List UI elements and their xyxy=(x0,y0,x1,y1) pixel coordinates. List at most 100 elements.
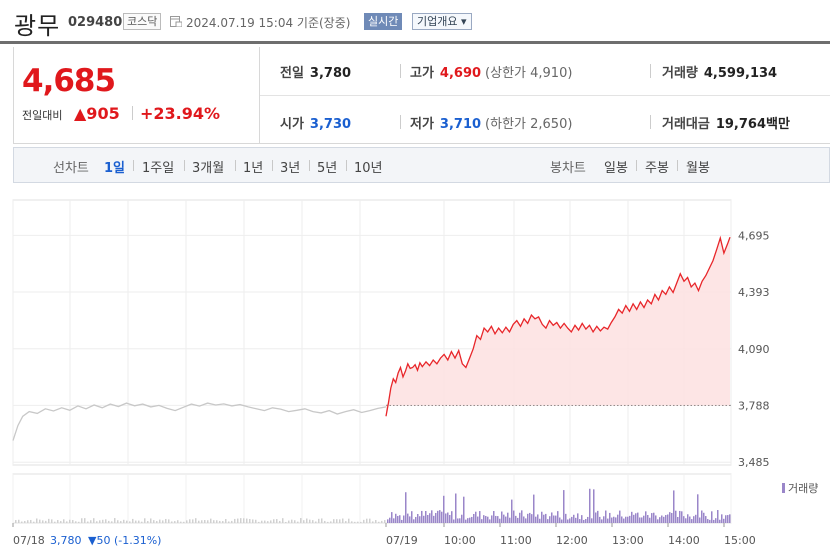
volume-bar xyxy=(717,510,719,523)
volume-bar xyxy=(273,519,275,523)
volume-bar xyxy=(657,519,659,523)
volume-bar xyxy=(24,521,26,523)
volume-bar xyxy=(30,519,32,523)
volume-bar xyxy=(421,510,423,523)
volume-bar xyxy=(395,513,397,523)
volume-bar xyxy=(213,520,215,523)
volume-bar xyxy=(237,518,239,523)
volume-bar xyxy=(393,518,395,523)
volume-bar xyxy=(186,520,188,523)
prev-day-line xyxy=(12,402,387,441)
volume-bar xyxy=(709,519,711,523)
volume-bar xyxy=(553,515,555,523)
volume-bar xyxy=(453,519,455,523)
volume-bar xyxy=(545,513,547,523)
volume-bar xyxy=(78,521,80,523)
volume-bar xyxy=(671,512,673,523)
volume-bar xyxy=(645,511,647,523)
volume-bar xyxy=(445,513,447,523)
stat-sub: (상한가 4,910) xyxy=(485,66,573,81)
volume-frame xyxy=(12,473,732,524)
stock-name: 광무 xyxy=(14,12,61,40)
period-1w[interactable]: 1주일 xyxy=(142,161,175,176)
volume-bar xyxy=(681,511,683,523)
volume-bar xyxy=(409,516,411,523)
volume-bar xyxy=(336,519,338,523)
volume-bar xyxy=(447,512,449,523)
divider xyxy=(636,160,637,171)
volume-bar xyxy=(607,518,609,523)
volume-bar xyxy=(455,493,457,523)
volume-bar xyxy=(156,521,158,523)
volume-bar xyxy=(537,514,539,523)
prev-day-change: ▼50 (-1.31%) xyxy=(88,534,161,547)
volume-bar xyxy=(159,519,161,523)
volume-bar xyxy=(258,521,260,523)
period-5y[interactable]: 5년 xyxy=(317,161,338,176)
volume-bar xyxy=(369,518,371,523)
x-tick-label: 15:00 xyxy=(724,534,756,547)
period-1d[interactable]: 1일 xyxy=(104,161,126,176)
period-10y[interactable]: 10년 xyxy=(354,161,383,176)
volume-bar xyxy=(633,514,635,523)
volume-bar xyxy=(264,520,266,523)
period-daily[interactable]: 일봉 xyxy=(604,161,628,176)
volume-bar xyxy=(339,519,341,523)
volume-bar xyxy=(703,512,705,523)
volume-bar xyxy=(505,516,507,523)
volume-bar xyxy=(407,513,409,523)
volume-bar xyxy=(535,516,537,523)
volume-bar xyxy=(659,517,661,523)
volume-bar xyxy=(635,513,637,523)
volume-bar xyxy=(375,520,377,523)
volume-bar xyxy=(585,519,587,523)
period-1y[interactable]: 1년 xyxy=(243,161,264,176)
volume-bar xyxy=(573,514,575,523)
volume-bar xyxy=(713,519,715,523)
stat-open: 시가 3,730 xyxy=(280,113,351,132)
realtime-button[interactable]: 실시간 xyxy=(364,13,403,30)
volume-bar xyxy=(609,512,611,523)
period-monthly[interactable]: 월봉 xyxy=(686,161,710,176)
period-3m[interactable]: 3개월 xyxy=(192,161,225,176)
volume-bar xyxy=(270,520,272,523)
volume-bar xyxy=(489,519,491,523)
stat-amount: 거래대금 19,764백만 xyxy=(662,113,790,132)
volume-bar xyxy=(477,516,479,523)
volume-bar xyxy=(387,519,389,523)
volume-bar xyxy=(18,519,20,523)
volume-bar xyxy=(397,515,399,523)
volume-bar xyxy=(105,519,107,523)
volume-bar xyxy=(527,513,529,523)
volume-bar xyxy=(150,518,152,523)
volume-bar xyxy=(523,516,525,523)
volume-bar xyxy=(90,520,92,523)
volume-bar xyxy=(141,521,143,523)
volume-bar xyxy=(207,520,209,523)
company-info-dropdown[interactable]: 기업개요 ▾ xyxy=(412,13,472,30)
volume-bar xyxy=(479,511,481,523)
divider xyxy=(309,160,310,171)
volume-bar xyxy=(519,512,521,523)
volume-bar xyxy=(725,515,727,523)
volume-bar xyxy=(705,516,707,523)
volume-bar xyxy=(360,521,362,523)
stat-prev-close: 전일 3,780 xyxy=(280,62,351,81)
volume-bar xyxy=(192,519,194,523)
period-weekly[interactable]: 주봉 xyxy=(645,161,669,176)
volume-bar xyxy=(33,521,35,523)
volume-bar xyxy=(559,517,561,523)
volume-bar xyxy=(623,518,625,523)
volume-bar xyxy=(183,521,185,523)
volume-bar xyxy=(487,516,489,523)
volume-bar xyxy=(39,519,41,523)
volume-bar xyxy=(627,516,629,523)
volume-bar xyxy=(288,520,290,523)
volume-bar xyxy=(300,518,302,523)
x-tick-label: 14:00 xyxy=(668,534,700,547)
volume-bar xyxy=(555,515,557,523)
volume-bar xyxy=(315,521,317,523)
volume-bar xyxy=(267,521,269,523)
period-3y[interactable]: 3년 xyxy=(280,161,301,176)
volume-bar xyxy=(521,510,523,523)
